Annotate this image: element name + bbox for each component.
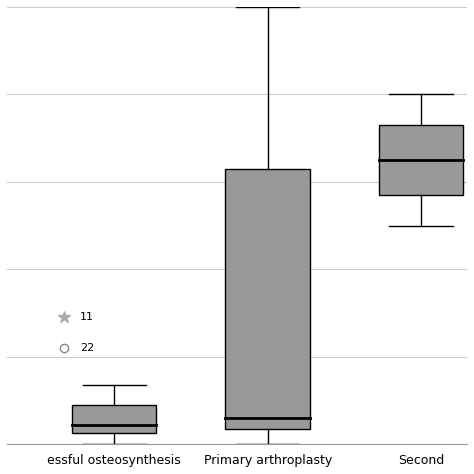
- FancyBboxPatch shape: [72, 405, 156, 433]
- FancyBboxPatch shape: [379, 125, 463, 195]
- Text: 22: 22: [80, 343, 94, 353]
- FancyBboxPatch shape: [226, 169, 310, 429]
- Text: 11: 11: [80, 312, 94, 322]
